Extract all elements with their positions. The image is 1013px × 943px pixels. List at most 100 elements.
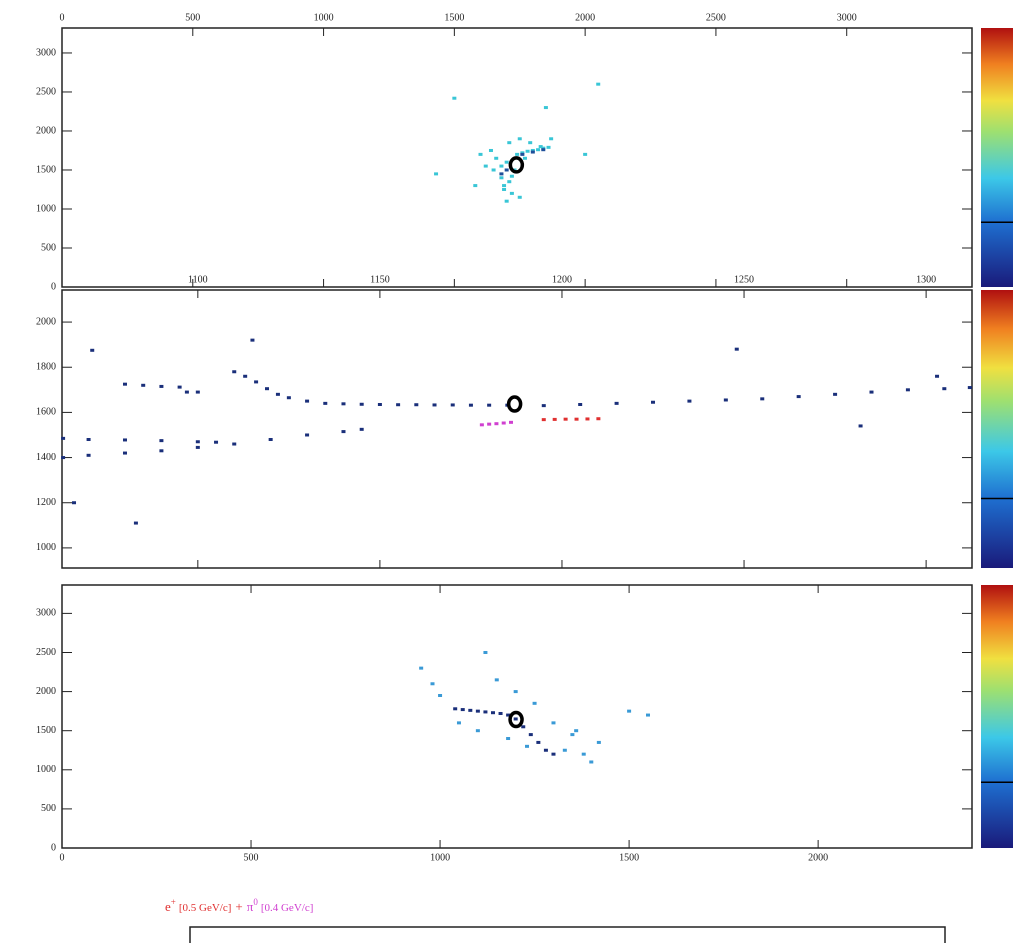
hit [305, 399, 310, 403]
x-tick-label: 1250 [734, 274, 754, 285]
plot-frame [61, 289, 973, 569]
hit [494, 678, 499, 682]
hit [494, 422, 499, 426]
hit [490, 711, 495, 715]
hit [522, 156, 527, 160]
x-tick-label: 1150 [370, 274, 390, 285]
hit [265, 387, 270, 391]
hit [504, 199, 509, 203]
x-tick-label: 3000 [837, 12, 857, 23]
hit [214, 440, 219, 444]
hit [468, 403, 473, 407]
hit [530, 148, 535, 152]
hit [499, 176, 504, 180]
hit [122, 438, 127, 442]
hit [651, 400, 656, 404]
momentum: [0.4 GeV/c] [261, 902, 314, 914]
hit [86, 438, 91, 442]
hit [502, 187, 507, 191]
hit [504, 160, 509, 164]
x-tick-label: 500 [244, 852, 259, 863]
charge: 0 [253, 897, 258, 907]
hit [525, 149, 530, 153]
hit [570, 733, 575, 737]
hit [549, 137, 554, 141]
x-tick-label: 2000 [575, 12, 595, 23]
plus: + [235, 899, 242, 914]
y-tick-label: 1800 [36, 362, 56, 373]
hit [585, 417, 590, 421]
hit [574, 417, 579, 421]
hit [627, 709, 632, 713]
x-tick-label: 0 [60, 852, 65, 863]
hit [275, 392, 280, 396]
hit [483, 710, 488, 714]
hit [645, 713, 650, 717]
hit [869, 390, 874, 394]
hit [596, 417, 601, 421]
hit [499, 172, 504, 176]
momentum: [0.5 GeV/c] [179, 902, 232, 914]
hit [460, 708, 465, 712]
hit [504, 168, 509, 172]
hit [487, 403, 492, 407]
y-tick-label: 500 [41, 242, 56, 253]
hit [286, 396, 291, 400]
hit [377, 402, 382, 406]
hit [536, 740, 541, 744]
hit [195, 440, 200, 444]
hit [541, 404, 546, 408]
x-tick-label: 2000 [808, 852, 828, 863]
y-tick-label: 2500 [36, 647, 56, 658]
hit [508, 420, 513, 424]
vertex-marker [508, 156, 525, 174]
hit [396, 403, 401, 407]
hit [723, 398, 728, 402]
y-tick-label: 2000 [36, 125, 56, 136]
hit [359, 402, 364, 406]
hit [475, 709, 480, 713]
hit [513, 690, 518, 694]
y-tick-label: 3000 [36, 608, 56, 619]
x-tick-label: 500 [185, 12, 200, 23]
particle: e [165, 899, 171, 914]
hit [507, 141, 512, 145]
hit [122, 451, 127, 455]
hit [195, 445, 200, 449]
y-tick-label: 1400 [36, 452, 56, 463]
hit [61, 436, 66, 440]
hit [538, 145, 543, 149]
hit [475, 729, 480, 733]
hit [507, 180, 512, 184]
hit [86, 453, 91, 457]
hit [513, 717, 518, 721]
hit [195, 390, 200, 394]
x-tick-label: 1500 [444, 12, 464, 23]
x-tick-label: 1500 [619, 852, 639, 863]
hit [501, 421, 506, 425]
hit [833, 392, 838, 396]
hit [61, 456, 66, 460]
vertex-marker [508, 710, 524, 729]
hit [502, 184, 507, 188]
hit [141, 383, 146, 387]
hit [341, 402, 346, 406]
hit [506, 713, 511, 717]
x-tick-label: 1000 [314, 12, 334, 23]
hit [760, 397, 765, 401]
y-tick-label: 500 [41, 803, 56, 814]
color-scale [981, 585, 1013, 848]
y-tick-label: 1000 [36, 203, 56, 214]
hit [499, 164, 504, 168]
hit [525, 744, 530, 748]
y-tick-label: 1000 [36, 542, 56, 553]
hit [359, 427, 364, 431]
color-scale [981, 28, 1013, 287]
hit [479, 423, 484, 427]
hit [232, 442, 237, 446]
hit [177, 385, 182, 389]
hit [528, 733, 533, 737]
hit [858, 424, 863, 428]
